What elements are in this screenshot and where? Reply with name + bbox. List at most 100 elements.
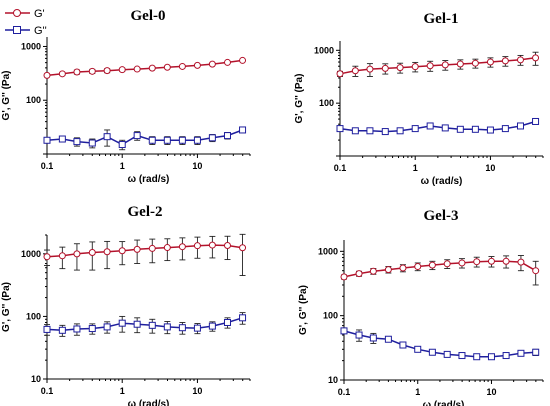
data-point bbox=[411, 125, 419, 133]
data-point bbox=[148, 64, 156, 72]
data-point bbox=[133, 65, 141, 73]
data-point bbox=[103, 67, 111, 75]
data-point bbox=[73, 325, 81, 333]
data-point bbox=[471, 59, 479, 67]
x-axis-label: ω (rad/s) bbox=[128, 174, 170, 185]
data-point bbox=[366, 127, 374, 135]
panel-gel-1: Gel-1 0.1 1 10 100 1000 ω (rad/s) G', G'' (Pa) bbox=[294, 11, 544, 187]
data-point bbox=[487, 257, 495, 265]
x-tick-label: 10 bbox=[486, 387, 496, 397]
data-point bbox=[88, 325, 96, 333]
data-point bbox=[239, 314, 247, 322]
y-axis-label: G', G'' (Pa) bbox=[1, 282, 12, 332]
data-point bbox=[428, 261, 436, 269]
x-tick-label: 0.1 bbox=[334, 163, 347, 173]
data-point bbox=[193, 136, 201, 144]
data-point bbox=[58, 252, 66, 260]
data-point bbox=[239, 56, 247, 64]
data-point bbox=[355, 331, 363, 339]
data-point bbox=[336, 70, 344, 78]
panel-gel-0: Gel-0 0.1 1 10 100 1000 ω (rad/s) G', G'' (Pa) G… bbox=[1, 8, 251, 185]
data-point bbox=[103, 248, 111, 256]
data-point bbox=[88, 139, 96, 147]
data-point bbox=[366, 65, 374, 73]
data-point bbox=[399, 264, 407, 272]
data-point bbox=[517, 349, 525, 357]
legend-marker bbox=[13, 26, 21, 34]
y-tick-label: 10 bbox=[31, 374, 41, 384]
data-point bbox=[43, 253, 51, 261]
panel-title: Gel-3 bbox=[424, 208, 459, 224]
x-tick-label: 10 bbox=[192, 161, 202, 171]
data-point bbox=[178, 136, 186, 144]
data-point bbox=[193, 324, 201, 332]
data-point bbox=[133, 320, 141, 328]
data-point bbox=[148, 244, 156, 252]
data-point bbox=[133, 245, 141, 253]
data-point bbox=[58, 70, 66, 78]
data-point bbox=[340, 273, 348, 281]
data-point bbox=[426, 62, 434, 70]
x-tick-label: 1 bbox=[413, 163, 418, 173]
data-point bbox=[208, 134, 216, 142]
data-point bbox=[58, 135, 66, 143]
data-point bbox=[414, 345, 422, 353]
y-axis-label: G', G'' (Pa) bbox=[1, 71, 12, 121]
data-point bbox=[340, 327, 348, 335]
data-point bbox=[487, 353, 495, 361]
panel-title: Gel-0 bbox=[131, 8, 166, 24]
data-point bbox=[426, 122, 434, 130]
panel-title: Gel-1 bbox=[424, 11, 459, 27]
x-tick-label: 0.1 bbox=[338, 387, 351, 397]
data-point bbox=[239, 126, 247, 134]
data-point bbox=[369, 334, 377, 342]
data-point bbox=[223, 318, 231, 326]
data-point bbox=[148, 136, 156, 144]
data-point bbox=[486, 126, 494, 134]
data-point bbox=[118, 319, 126, 327]
data-point bbox=[532, 267, 540, 275]
data-point bbox=[208, 241, 216, 249]
legend-marker bbox=[13, 9, 21, 17]
series-g-prime bbox=[340, 255, 540, 286]
data-point bbox=[381, 64, 389, 72]
data-point bbox=[118, 141, 126, 149]
data-point bbox=[239, 244, 247, 252]
data-point bbox=[396, 64, 404, 72]
series-g-prime bbox=[43, 233, 247, 276]
x-tick-label: 1 bbox=[120, 386, 125, 396]
data-point bbox=[441, 61, 449, 69]
data-point bbox=[516, 56, 524, 64]
data-point bbox=[502, 257, 510, 265]
data-point bbox=[223, 132, 231, 140]
data-point bbox=[118, 66, 126, 74]
data-point bbox=[458, 352, 466, 360]
data-point bbox=[193, 242, 201, 250]
data-point bbox=[355, 270, 363, 278]
data-point bbox=[178, 324, 186, 332]
y-tick-label: 100 bbox=[323, 311, 338, 321]
data-point bbox=[443, 350, 451, 358]
y-tick-label: 100 bbox=[26, 95, 41, 105]
data-point bbox=[473, 353, 481, 361]
data-point bbox=[471, 125, 479, 133]
y-tick-label: 1000 bbox=[318, 246, 338, 256]
series-g-prime bbox=[336, 51, 540, 78]
data-point bbox=[43, 71, 51, 79]
data-point bbox=[399, 341, 407, 349]
data-point bbox=[103, 323, 111, 331]
y-tick-label: 10 bbox=[328, 375, 338, 385]
legend-label: G' bbox=[34, 8, 45, 20]
panel-gel-3: Gel-3 0.1 1 10 10 100 1000 ω (rad/s) G', G'' (Pa… bbox=[298, 208, 544, 406]
data-point bbox=[336, 125, 344, 133]
legend-label: G'' bbox=[34, 25, 47, 37]
data-point bbox=[223, 241, 231, 249]
legend: G' G'' bbox=[5, 8, 47, 37]
data-point bbox=[441, 124, 449, 132]
series-g-double-prime bbox=[336, 117, 540, 136]
x-tick-label: 0.1 bbox=[41, 386, 54, 396]
y-axis-label: G', G'' (Pa) bbox=[294, 74, 305, 124]
data-point bbox=[103, 133, 111, 141]
x-tick-label: 10 bbox=[192, 386, 202, 396]
